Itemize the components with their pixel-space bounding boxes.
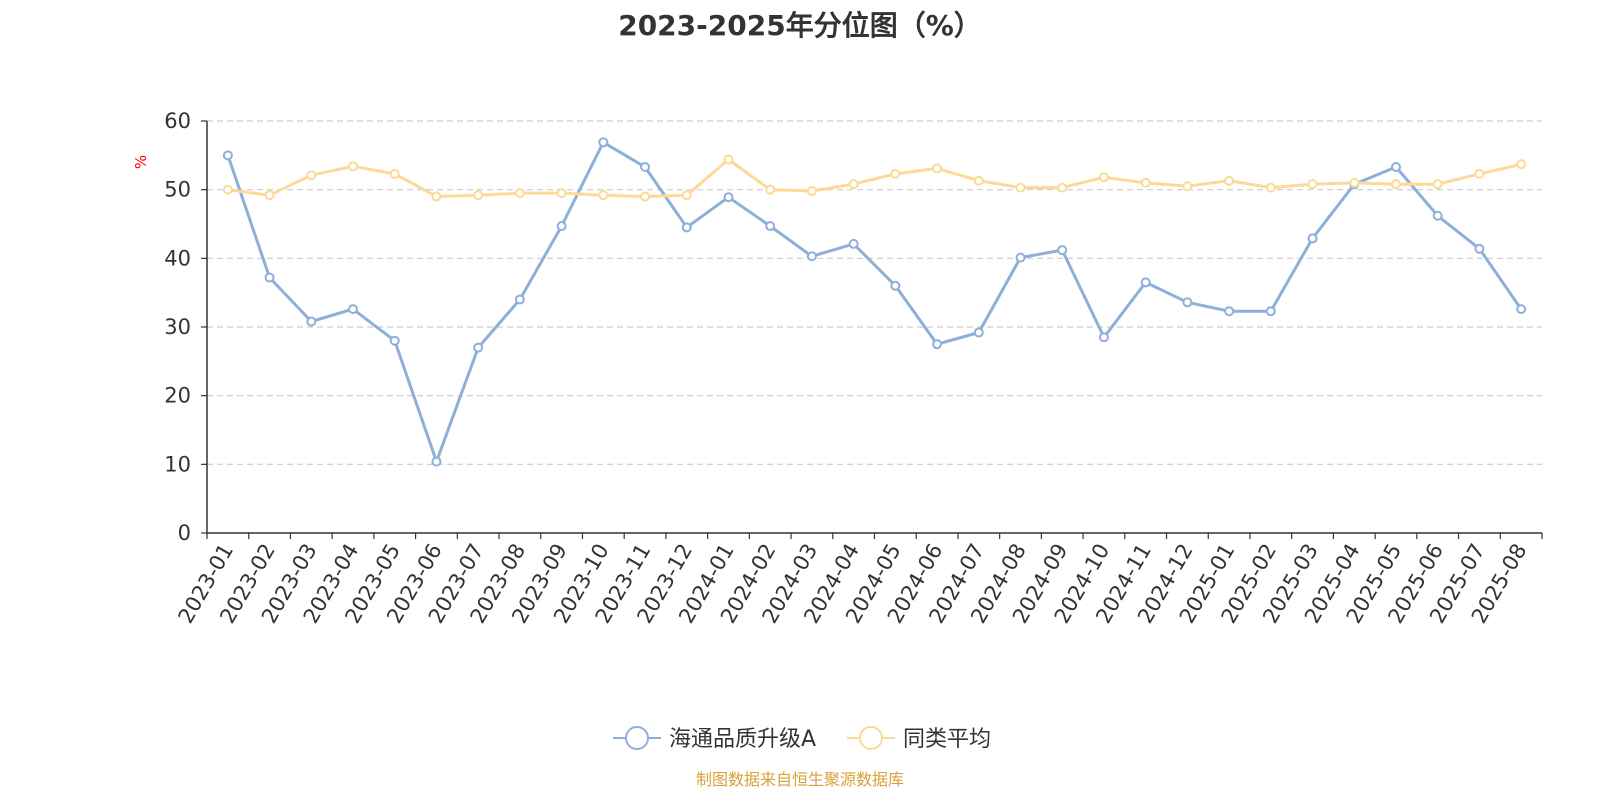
data-point (765, 221, 776, 232)
chart-title: 2023-2025年分位图（%） (618, 9, 982, 42)
data-point (1057, 182, 1068, 193)
data-point (1182, 297, 1193, 308)
data-point (890, 280, 901, 291)
data-point (514, 188, 525, 199)
series-lines (222, 137, 1527, 467)
data-point (1432, 179, 1443, 190)
data-point (1140, 277, 1151, 288)
data-point (1474, 243, 1485, 254)
legend-marker (625, 726, 649, 750)
data-point (473, 190, 484, 201)
y-tick-label: 30 (164, 315, 191, 339)
data-point (765, 184, 776, 195)
data-point (1516, 159, 1527, 170)
legend-item-2: 同类平均 (847, 726, 991, 752)
data-point (848, 238, 859, 249)
data-point (932, 339, 943, 350)
data-point (348, 161, 359, 172)
data-point (306, 170, 317, 181)
y-axis-unit-label: % (132, 155, 150, 169)
data-point (1307, 233, 1318, 244)
y-tick-label: 0 (178, 521, 191, 545)
data-point (389, 168, 400, 179)
data-point (681, 190, 692, 201)
data-point (306, 316, 317, 327)
data-point (264, 272, 275, 283)
data-point (264, 190, 275, 201)
legend-item-1: 海通品质升级A (613, 726, 816, 752)
data-point (1307, 179, 1318, 190)
y-tick-label: 50 (164, 178, 191, 202)
data-point (514, 294, 525, 305)
data-point (222, 150, 233, 161)
data-point (1140, 177, 1151, 188)
y-tick-label: 40 (164, 246, 191, 270)
data-point (1015, 252, 1026, 263)
legend-label: 同类平均 (903, 727, 991, 752)
data-point (598, 137, 609, 148)
data-point (389, 335, 400, 346)
data-point (1390, 162, 1401, 173)
data-point (348, 304, 359, 315)
data-point (973, 327, 984, 338)
series-2 (222, 154, 1527, 202)
grid-lines (207, 120, 1542, 465)
data-point (973, 175, 984, 186)
data-point (1516, 304, 1527, 315)
data-point (640, 191, 651, 202)
data-point (1057, 245, 1068, 256)
data-point (1474, 168, 1485, 179)
data-point (1182, 181, 1193, 192)
data-point (598, 190, 609, 201)
data-point (1098, 172, 1109, 183)
data-source-note: 制图数据来自恒生聚源数据库 (695, 770, 904, 789)
data-point (932, 163, 943, 174)
data-point (848, 179, 859, 190)
y-tick-label: 20 (164, 384, 191, 408)
y-tick-label: 60 (164, 109, 191, 133)
data-point (1349, 177, 1360, 188)
data-point (723, 192, 734, 203)
data-point (890, 168, 901, 179)
data-point (723, 154, 734, 165)
legend: 海通品质升级A 同类平均 (613, 726, 991, 752)
data-point (1390, 179, 1401, 190)
data-point (1265, 306, 1276, 317)
data-point (431, 191, 442, 202)
data-point (1098, 332, 1109, 343)
y-tick-label: 10 (164, 452, 191, 476)
data-point (1015, 182, 1026, 193)
data-point (473, 342, 484, 353)
data-point (556, 188, 567, 199)
legend-marker (859, 726, 883, 750)
data-point (1224, 306, 1235, 317)
data-point (431, 456, 442, 467)
data-point (1224, 175, 1235, 186)
data-point (556, 221, 567, 232)
data-point (1432, 210, 1443, 221)
data-point (681, 222, 692, 233)
data-point (806, 186, 817, 197)
data-point (1265, 182, 1276, 193)
series-line (227, 158, 1522, 198)
legend-label: 海通品质升级A (669, 727, 816, 752)
data-point (222, 184, 233, 195)
data-point (806, 251, 817, 262)
series-line (226, 140, 1523, 464)
data-point (640, 162, 651, 173)
